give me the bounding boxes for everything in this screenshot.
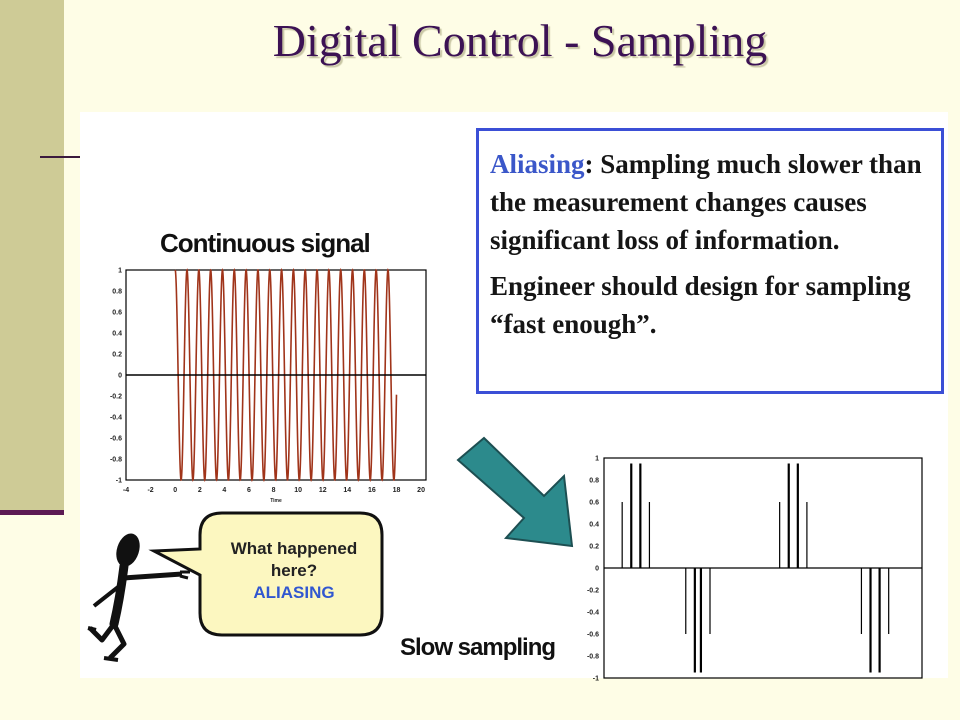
chart1-x-tick: 0 <box>173 487 177 494</box>
aliasing-definition-box: Aliasing: Sampling much slower than the … <box>476 128 944 394</box>
chart1-y-tick: 1 <box>118 268 122 275</box>
slide-title: Digital Control - Sampling <box>272 15 768 66</box>
chart2-y-tick: 1 <box>595 456 599 463</box>
continuous-signal-chart: 1 0.8 0.6 0.4 0.2 0 -0.2 -0.4 -0.6 -0.8 -1-4 -2 0 2 4 6… <box>110 267 427 504</box>
chart2-y-tick: -1 <box>593 676 599 683</box>
chart1-x-tick: -4 <box>123 487 129 494</box>
stick-figure-left-leg <box>88 622 116 643</box>
chart2-y-tick: -0.4 <box>587 610 599 617</box>
pointer-arrow <box>456 436 574 548</box>
chart1-x-tick: -2 <box>147 487 153 494</box>
stick-figure-other-arm <box>92 582 124 608</box>
left-accent-bar <box>0 0 64 510</box>
chart1-y-tick: 0 <box>118 373 122 380</box>
chart2-y-tick: 0.2 <box>589 544 599 551</box>
stick-figure <box>87 533 190 662</box>
chart1-y-tick: 0.2 <box>112 352 122 359</box>
stick-figure-hand <box>179 570 190 580</box>
chart2-y-tick: 0.8 <box>589 478 599 485</box>
chart1-x-tick: 14 <box>343 487 351 494</box>
aliasing-definition-text: : Sampling much slower than the measurem… <box>490 149 922 255</box>
chart1-y-tick: 0.4 <box>112 331 122 338</box>
speech-bubble-text: What happened here? ALIASING <box>214 538 374 604</box>
speech-question: What happened here? <box>230 539 358 580</box>
chart2-y-tick: 0 <box>595 566 599 573</box>
chart1-x-tick: 6 <box>247 487 251 494</box>
chart1-y-tick: -0.4 <box>110 415 122 422</box>
chart1-x-tick: 4 <box>222 487 226 494</box>
stick-figure-body <box>109 561 129 629</box>
chart2-y-tick: -0.8 <box>587 654 599 661</box>
chart2-y-tick: -0.2 <box>587 588 599 595</box>
slow-sampling-title: Slow sampling <box>400 634 556 661</box>
speech-bubble-shape <box>148 511 384 637</box>
chart1-x-tick: 8 <box>272 487 276 494</box>
aliasing-term: Aliasing <box>490 149 585 179</box>
chart1-y-tick: -0.8 <box>110 457 122 464</box>
chart1-y-tick: -1 <box>116 478 122 485</box>
continuous-signal-title: Continuous signal <box>160 228 371 258</box>
engineer-advice: Engineer should design for sampling “fas… <box>490 271 911 339</box>
stick-figure-foot <box>87 626 119 662</box>
chart1-y-tick: -0.2 <box>110 394 122 401</box>
chart1-x-tick: 20 <box>417 487 425 494</box>
left-accent-underline <box>0 510 64 515</box>
chart1-y-tick: 0.8 <box>112 289 122 296</box>
slow-sampling-chart: 1 0.8 0.6 0.4 0.2 0 -0.2 -0.4 -0.6 -0.8 -1 <box>587 456 923 683</box>
speech-answer: ALIASING <box>253 583 335 602</box>
chart2-y-tick: 0.6 <box>589 500 599 507</box>
stick-figure-pointing-arm <box>123 571 183 581</box>
chart1-y-tick: 0.6 <box>112 310 122 317</box>
chart1-x-label: Time <box>270 498 282 504</box>
chart2-y-tick: -0.6 <box>587 632 599 639</box>
chart2-y-tick: 0.4 <box>589 522 599 529</box>
stick-figure-right-leg <box>108 622 127 660</box>
continuous-signal-line <box>174 267 398 483</box>
speech-bubble <box>148 511 384 637</box>
chart1-y-tick: -0.6 <box>110 436 122 443</box>
title-tick-line <box>40 156 80 158</box>
arrow-shape <box>456 436 574 548</box>
stick-figure-head <box>116 533 140 567</box>
chart1-x-tick: 12 <box>319 487 327 494</box>
chart1-x-tick: 10 <box>294 487 302 494</box>
aliasing-definition: Aliasing: Sampling much slower than the … <box>490 145 929 259</box>
chart1-x-tick: 16 <box>368 487 376 494</box>
chart1-x-tick: 18 <box>393 487 401 494</box>
chart1-x-tick: 2 <box>198 487 202 494</box>
